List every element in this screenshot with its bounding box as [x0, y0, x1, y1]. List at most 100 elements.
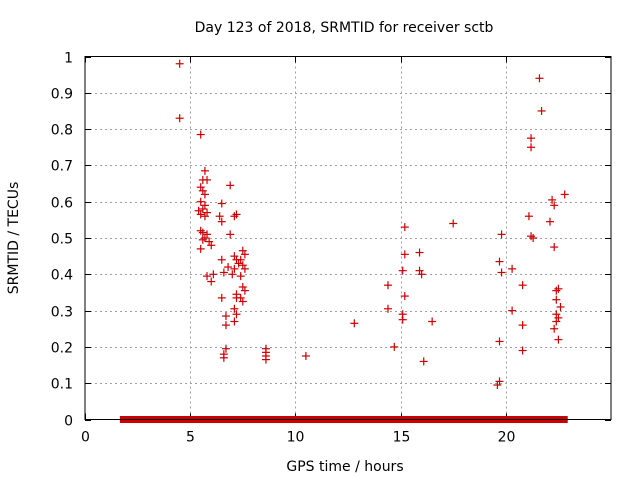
- data-point: [552, 310, 561, 319]
- data-point: [200, 166, 209, 175]
- x-tick-label: 0: [81, 430, 90, 446]
- x-tick-label: 15: [393, 430, 411, 446]
- data-point: [200, 212, 209, 221]
- plot-frame: [84, 56, 612, 420]
- data-point: [175, 114, 184, 123]
- data-point: [537, 106, 546, 115]
- data-point: [428, 317, 437, 326]
- data-point: [550, 201, 559, 210]
- data-point: [217, 217, 226, 226]
- data-point: [219, 268, 228, 277]
- data-point: [545, 217, 554, 226]
- data-point: [400, 223, 409, 232]
- data-point: [552, 317, 561, 326]
- data-point: [527, 134, 536, 143]
- data-point: [495, 377, 504, 386]
- data-point: [200, 201, 209, 210]
- data-point: [221, 344, 230, 353]
- data-point: [383, 281, 392, 290]
- data-point: [203, 208, 212, 217]
- data-point: [207, 277, 216, 286]
- data-point: [554, 313, 563, 322]
- data-point: [236, 293, 245, 302]
- data-point: [203, 230, 212, 239]
- data-point: [196, 130, 205, 139]
- data-point: [518, 321, 527, 330]
- data-point: [554, 335, 563, 344]
- data-point: [232, 310, 241, 319]
- data-point: [495, 337, 504, 346]
- y-tick-label: 0.2: [51, 341, 73, 357]
- data-point: [508, 306, 517, 315]
- data-point: [524, 212, 533, 221]
- x-tick-label: 5: [186, 430, 195, 446]
- data-point: [497, 230, 506, 239]
- data-point: [556, 302, 565, 311]
- data-point: [518, 281, 527, 290]
- data-point: [398, 315, 407, 324]
- data-point: [203, 272, 212, 281]
- data-point: [261, 355, 270, 364]
- data-point: [495, 257, 504, 266]
- data-point: [527, 232, 536, 241]
- y-tick-label: 0.5: [51, 232, 73, 248]
- data-point: [238, 283, 247, 292]
- data-point: [238, 297, 247, 306]
- chart-title: Day 123 of 2018, SRMTID for receiver sct…: [195, 20, 494, 36]
- y-tick-label: 0.6: [51, 196, 73, 212]
- data-point: [400, 292, 409, 301]
- y-tick-label: 0.4: [51, 268, 73, 284]
- y-axis-title: SRMTID / TECUs: [6, 182, 22, 295]
- data-point: [230, 304, 239, 313]
- y-tick-label: 1: [64, 51, 73, 67]
- data-point: [221, 312, 230, 321]
- data-point: [236, 272, 245, 281]
- data-point: [238, 246, 247, 255]
- y-tick-label: 0.1: [51, 377, 73, 393]
- data-point: [552, 295, 561, 304]
- data-point: [217, 199, 226, 208]
- data-point: [215, 212, 224, 221]
- y-tick-label: 0.9: [51, 87, 73, 103]
- data-point: [224, 263, 233, 272]
- data-point: [419, 357, 428, 366]
- data-point: [228, 270, 237, 279]
- data-point: [196, 183, 205, 192]
- y-tick-label: 0.7: [51, 159, 73, 175]
- data-points: [119, 59, 569, 423]
- data-point: [449, 219, 458, 228]
- x-tick-label: 20: [498, 430, 516, 446]
- data-point: [240, 250, 249, 259]
- data-point: [198, 204, 207, 213]
- data-point: [236, 255, 245, 264]
- data-point: [350, 319, 359, 328]
- data-point: [230, 264, 239, 273]
- x-tick-label: 10: [287, 430, 305, 446]
- data-point: [194, 206, 203, 215]
- data-point: [209, 270, 218, 279]
- data-point: [196, 244, 205, 253]
- data-point: [234, 259, 243, 268]
- grid-lines: [85, 56, 611, 420]
- data-point: [548, 195, 557, 204]
- data-point: [552, 286, 561, 295]
- y-tick-label: 0.8: [51, 123, 73, 139]
- data-point: [518, 346, 527, 355]
- data-point: [226, 181, 235, 190]
- data-point: [535, 74, 544, 83]
- data-point: [196, 210, 205, 219]
- data-point: [240, 264, 249, 273]
- data-point: [383, 304, 392, 313]
- data-point: [554, 284, 563, 293]
- data-point: [240, 286, 249, 295]
- data-point: [238, 261, 247, 270]
- data-point: [226, 230, 235, 239]
- data-point: [230, 252, 239, 261]
- data-point: [415, 248, 424, 257]
- data-point: [415, 266, 424, 275]
- data-point: [508, 264, 517, 273]
- data-point: [219, 353, 228, 362]
- axes: 00.10.20.30.40.50.60.70.80.910 5 10 15 20: [51, 51, 611, 446]
